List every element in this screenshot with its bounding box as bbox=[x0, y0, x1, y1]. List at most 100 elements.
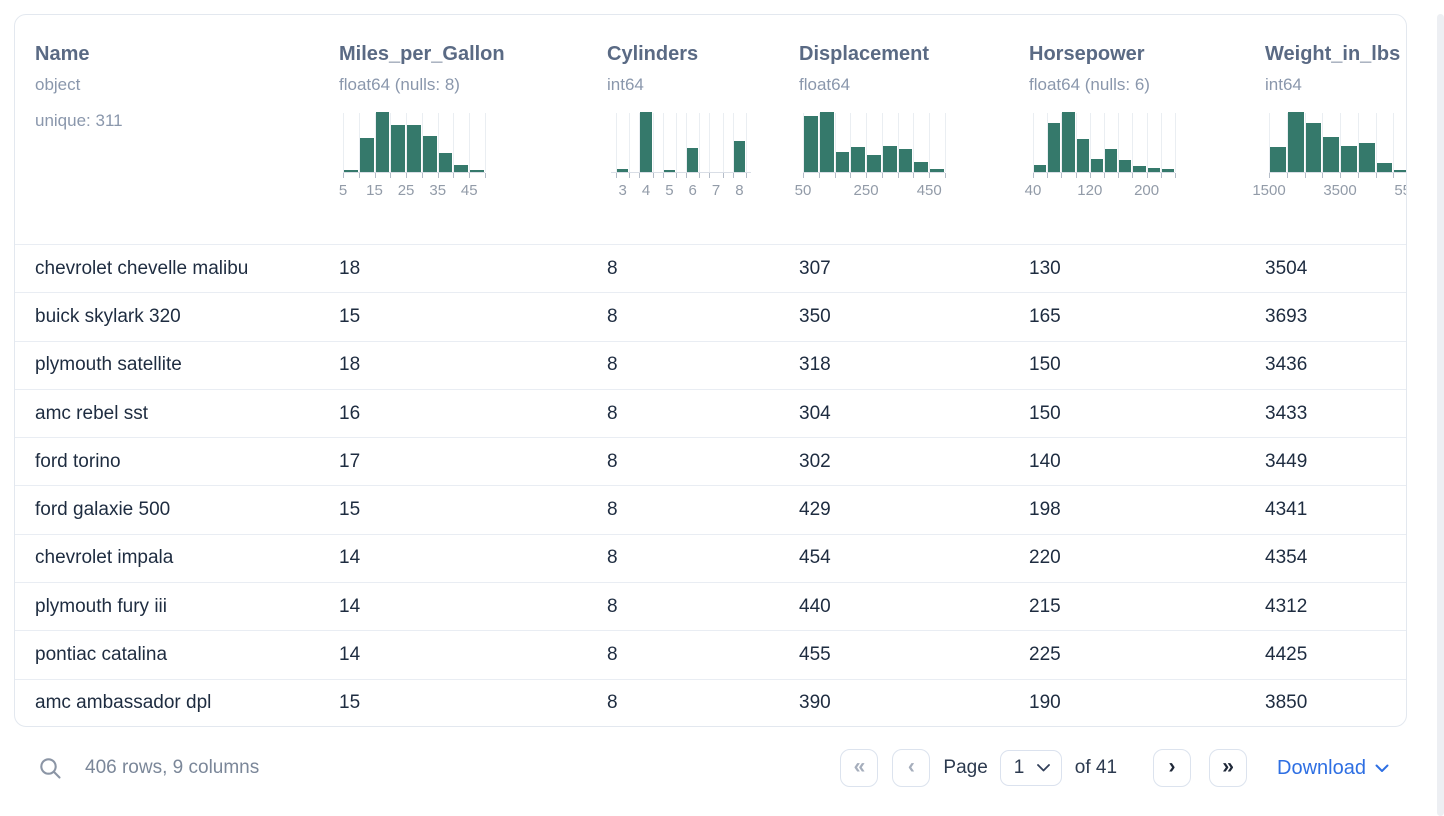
hist-bar bbox=[851, 147, 866, 172]
download-button[interactable]: Download bbox=[1277, 757, 1389, 780]
hist-gridline bbox=[437, 113, 439, 172]
table-row: chevrolet impala 14 8 454 220 4354 bbox=[15, 533, 1406, 582]
hist-gridline bbox=[343, 113, 344, 172]
axis-tick-label: 200 bbox=[1134, 182, 1160, 199]
table-row: plymouth fury iii 14 8 440 215 4312 bbox=[15, 582, 1406, 630]
table-cell: 4312 bbox=[1265, 595, 1308, 617]
table-cell: 3436 bbox=[1265, 354, 1308, 376]
axis-tick-label: 1500 bbox=[1252, 182, 1286, 199]
table-cell: 455 bbox=[799, 644, 831, 666]
hist-gridline bbox=[818, 113, 820, 172]
axis-tick bbox=[390, 173, 392, 178]
download-label: Download bbox=[1277, 756, 1366, 779]
axis-tick-label: 6 bbox=[688, 182, 697, 199]
page-select-value: 1 bbox=[1013, 757, 1025, 778]
hist-gridline bbox=[897, 113, 899, 172]
page-select[interactable]: 1 bbox=[999, 750, 1062, 786]
column-title: Displacement bbox=[799, 43, 930, 65]
histogram-plot[interactable] bbox=[343, 112, 486, 173]
hist-bar bbox=[663, 170, 676, 172]
hist-bar bbox=[733, 140, 746, 172]
column-header-miles_per_gallon[interactable]: Miles_per_Gallon float64 (nulls: 8) 5 15 25 3… bbox=[319, 15, 587, 244]
hist-gridline bbox=[746, 113, 748, 172]
column-header-horsepower[interactable]: Horsepower float64 (nulls: 6) 40 120 200 bbox=[1009, 15, 1245, 244]
axis-tick bbox=[1047, 173, 1049, 178]
column-title: Horsepower bbox=[1029, 43, 1145, 65]
hist-gridline bbox=[374, 113, 376, 172]
hist-bar bbox=[1048, 122, 1061, 172]
column-header-weight_in_lbs[interactable]: Weight_in_lbs int64 1500 3500 5500 bbox=[1245, 15, 1406, 244]
histogram-plot[interactable] bbox=[1269, 112, 1406, 173]
table-cell: 350 bbox=[799, 305, 831, 327]
histogram-axis bbox=[1269, 173, 1406, 179]
axis-tick bbox=[1269, 173, 1270, 178]
hist-gridline bbox=[850, 113, 852, 172]
axis-tick-label: 45 bbox=[460, 182, 478, 199]
last-page-button[interactable]: » bbox=[1209, 749, 1248, 787]
hist-bar bbox=[898, 149, 913, 172]
hist-bar bbox=[391, 124, 406, 172]
histogram-axis bbox=[803, 173, 946, 179]
axis-tick bbox=[929, 173, 931, 178]
chevron-down-icon bbox=[1036, 764, 1050, 772]
table-row: plymouth satellite 18 8 318 150 3436 bbox=[15, 340, 1406, 389]
hist-bar bbox=[1287, 112, 1304, 172]
column-header-name[interactable]: Name object unique: 311 bbox=[15, 15, 319, 244]
histogram-tick-labels: 5 15 25 35 45 bbox=[339, 182, 485, 200]
table-cell: 15 bbox=[339, 305, 361, 327]
hist-gridline bbox=[485, 113, 486, 172]
axis-tick bbox=[722, 173, 724, 178]
hist-gridline bbox=[1033, 113, 1034, 172]
search-icon[interactable] bbox=[38, 756, 63, 781]
histogram-plot[interactable] bbox=[803, 112, 946, 173]
column-histogram[interactable]: 5 15 25 35 45 bbox=[339, 112, 486, 200]
axis-tick bbox=[945, 173, 946, 178]
table-cell: 8 bbox=[607, 257, 618, 279]
table-cell: 3693 bbox=[1265, 305, 1308, 327]
next-page-button[interactable]: › bbox=[1153, 749, 1192, 787]
hist-gridline bbox=[866, 113, 868, 172]
column-header-cylinders[interactable]: Cylinders int64 3 4 5 6 7 8 bbox=[587, 15, 779, 244]
table-cell: plymouth fury iii bbox=[35, 595, 167, 617]
column-histogram[interactable]: 50 250 450 bbox=[795, 112, 946, 200]
scrollbar-track[interactable] bbox=[1437, 14, 1444, 816]
column-histogram[interactable]: 40 120 200 bbox=[1025, 112, 1176, 200]
axis-tick bbox=[1033, 173, 1034, 178]
table-cell: 304 bbox=[799, 402, 831, 424]
hist-gridline bbox=[615, 113, 617, 172]
hist-bar bbox=[686, 148, 699, 172]
first-page-button[interactable]: « bbox=[840, 749, 879, 787]
column-histogram[interactable]: 1500 3500 5500 bbox=[1252, 112, 1406, 200]
axis-tick bbox=[343, 173, 344, 178]
hist-gridline bbox=[453, 113, 455, 172]
hist-gridline bbox=[1322, 113, 1324, 172]
hist-gridline bbox=[709, 113, 711, 172]
hist-bar bbox=[1062, 112, 1075, 172]
hist-gridline bbox=[1269, 113, 1270, 172]
hist-bar bbox=[1323, 137, 1339, 172]
histogram-plot[interactable] bbox=[611, 112, 751, 173]
hist-gridline bbox=[732, 113, 734, 172]
table-cell: 8 bbox=[607, 450, 618, 472]
column-header-displacement[interactable]: Displacement float64 50 250 450 bbox=[779, 15, 1009, 244]
prev-page-button[interactable]: ‹ bbox=[892, 749, 931, 787]
axis-tick-label: 4 bbox=[641, 182, 651, 199]
axis-tick bbox=[850, 173, 852, 178]
axis-tick bbox=[629, 173, 631, 178]
column-type: object bbox=[35, 75, 81, 94]
hist-bar bbox=[1394, 170, 1406, 172]
hist-gridline bbox=[945, 113, 946, 172]
table-cell: amc ambassador dpl bbox=[35, 692, 212, 714]
hist-gridline bbox=[1160, 113, 1162, 172]
table-cell: 390 bbox=[799, 692, 831, 714]
axis-tick-label: 5500 bbox=[1394, 182, 1406, 199]
axis-tick bbox=[1132, 173, 1134, 178]
column-type: float64 bbox=[799, 75, 851, 94]
histogram-plot[interactable] bbox=[1033, 112, 1176, 173]
axis-tick-label: 7 bbox=[711, 182, 721, 199]
table-cell: 8 bbox=[607, 499, 618, 521]
hist-bar bbox=[1270, 146, 1286, 172]
axis-tick bbox=[834, 173, 836, 178]
histogram-tick-labels: 50 250 450 bbox=[795, 182, 945, 200]
